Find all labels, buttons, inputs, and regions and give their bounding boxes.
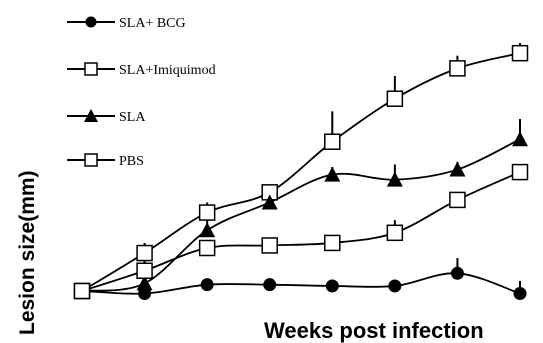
data-point-0-2 xyxy=(200,278,214,292)
data-point-0-3 xyxy=(263,278,277,292)
data-point-2-6 xyxy=(449,161,466,177)
legend-entry-sla: SLA xyxy=(67,109,146,125)
data-point-0-6 xyxy=(450,266,464,280)
data-point-1-6 xyxy=(449,60,466,77)
data-point-3-1 xyxy=(136,262,153,280)
data-point-2-5 xyxy=(386,171,403,187)
data-point-0-7 xyxy=(513,287,527,301)
plot-area xyxy=(73,43,529,301)
data-point-2-4 xyxy=(324,166,341,182)
data-point-2-3 xyxy=(261,194,278,210)
data-point-3-3 xyxy=(261,237,278,254)
y-axis-title: Lesion size(mm) xyxy=(16,170,39,335)
data-point-1-4 xyxy=(324,133,341,150)
data-point-3-0 xyxy=(73,282,91,300)
data-point-3-5 xyxy=(386,224,404,242)
x-axis-title: Weeks post infection xyxy=(264,318,484,343)
data-point-1-7 xyxy=(511,44,529,62)
legend-label-sla-bcg: SLA+ BCG xyxy=(119,16,186,31)
data-point-2-7 xyxy=(512,131,528,147)
data-point-3-4 xyxy=(324,234,341,252)
data-point-1-5 xyxy=(386,90,404,107)
data-point-0-4 xyxy=(325,279,339,293)
data-point-0-5 xyxy=(388,279,402,293)
data-point-1-1 xyxy=(136,244,153,262)
legend-label-sla: SLA xyxy=(119,110,146,125)
data-point-3-7 xyxy=(511,163,529,181)
data-point-3-2 xyxy=(198,239,216,257)
data-point-2-1 xyxy=(136,275,153,291)
legend-entry-pbs: PBS xyxy=(67,153,144,169)
legend-label-pbs: PBS xyxy=(119,154,144,169)
legend-entry-sla-imiquimod: SLA+Imiquimod xyxy=(67,62,216,78)
series-line-2 xyxy=(81,138,521,292)
data-point-3-6 xyxy=(449,191,466,209)
legend-label-sla-imiquimod: SLA+Imiquimod xyxy=(119,63,216,78)
data-point-1-2 xyxy=(198,204,216,221)
legend: SLA+ BCG SLA+Imiquimod SLA PBS xyxy=(67,16,216,169)
legend-entry-sla-bcg: SLA+ BCG xyxy=(67,16,186,31)
data-point-2-2 xyxy=(199,222,216,238)
